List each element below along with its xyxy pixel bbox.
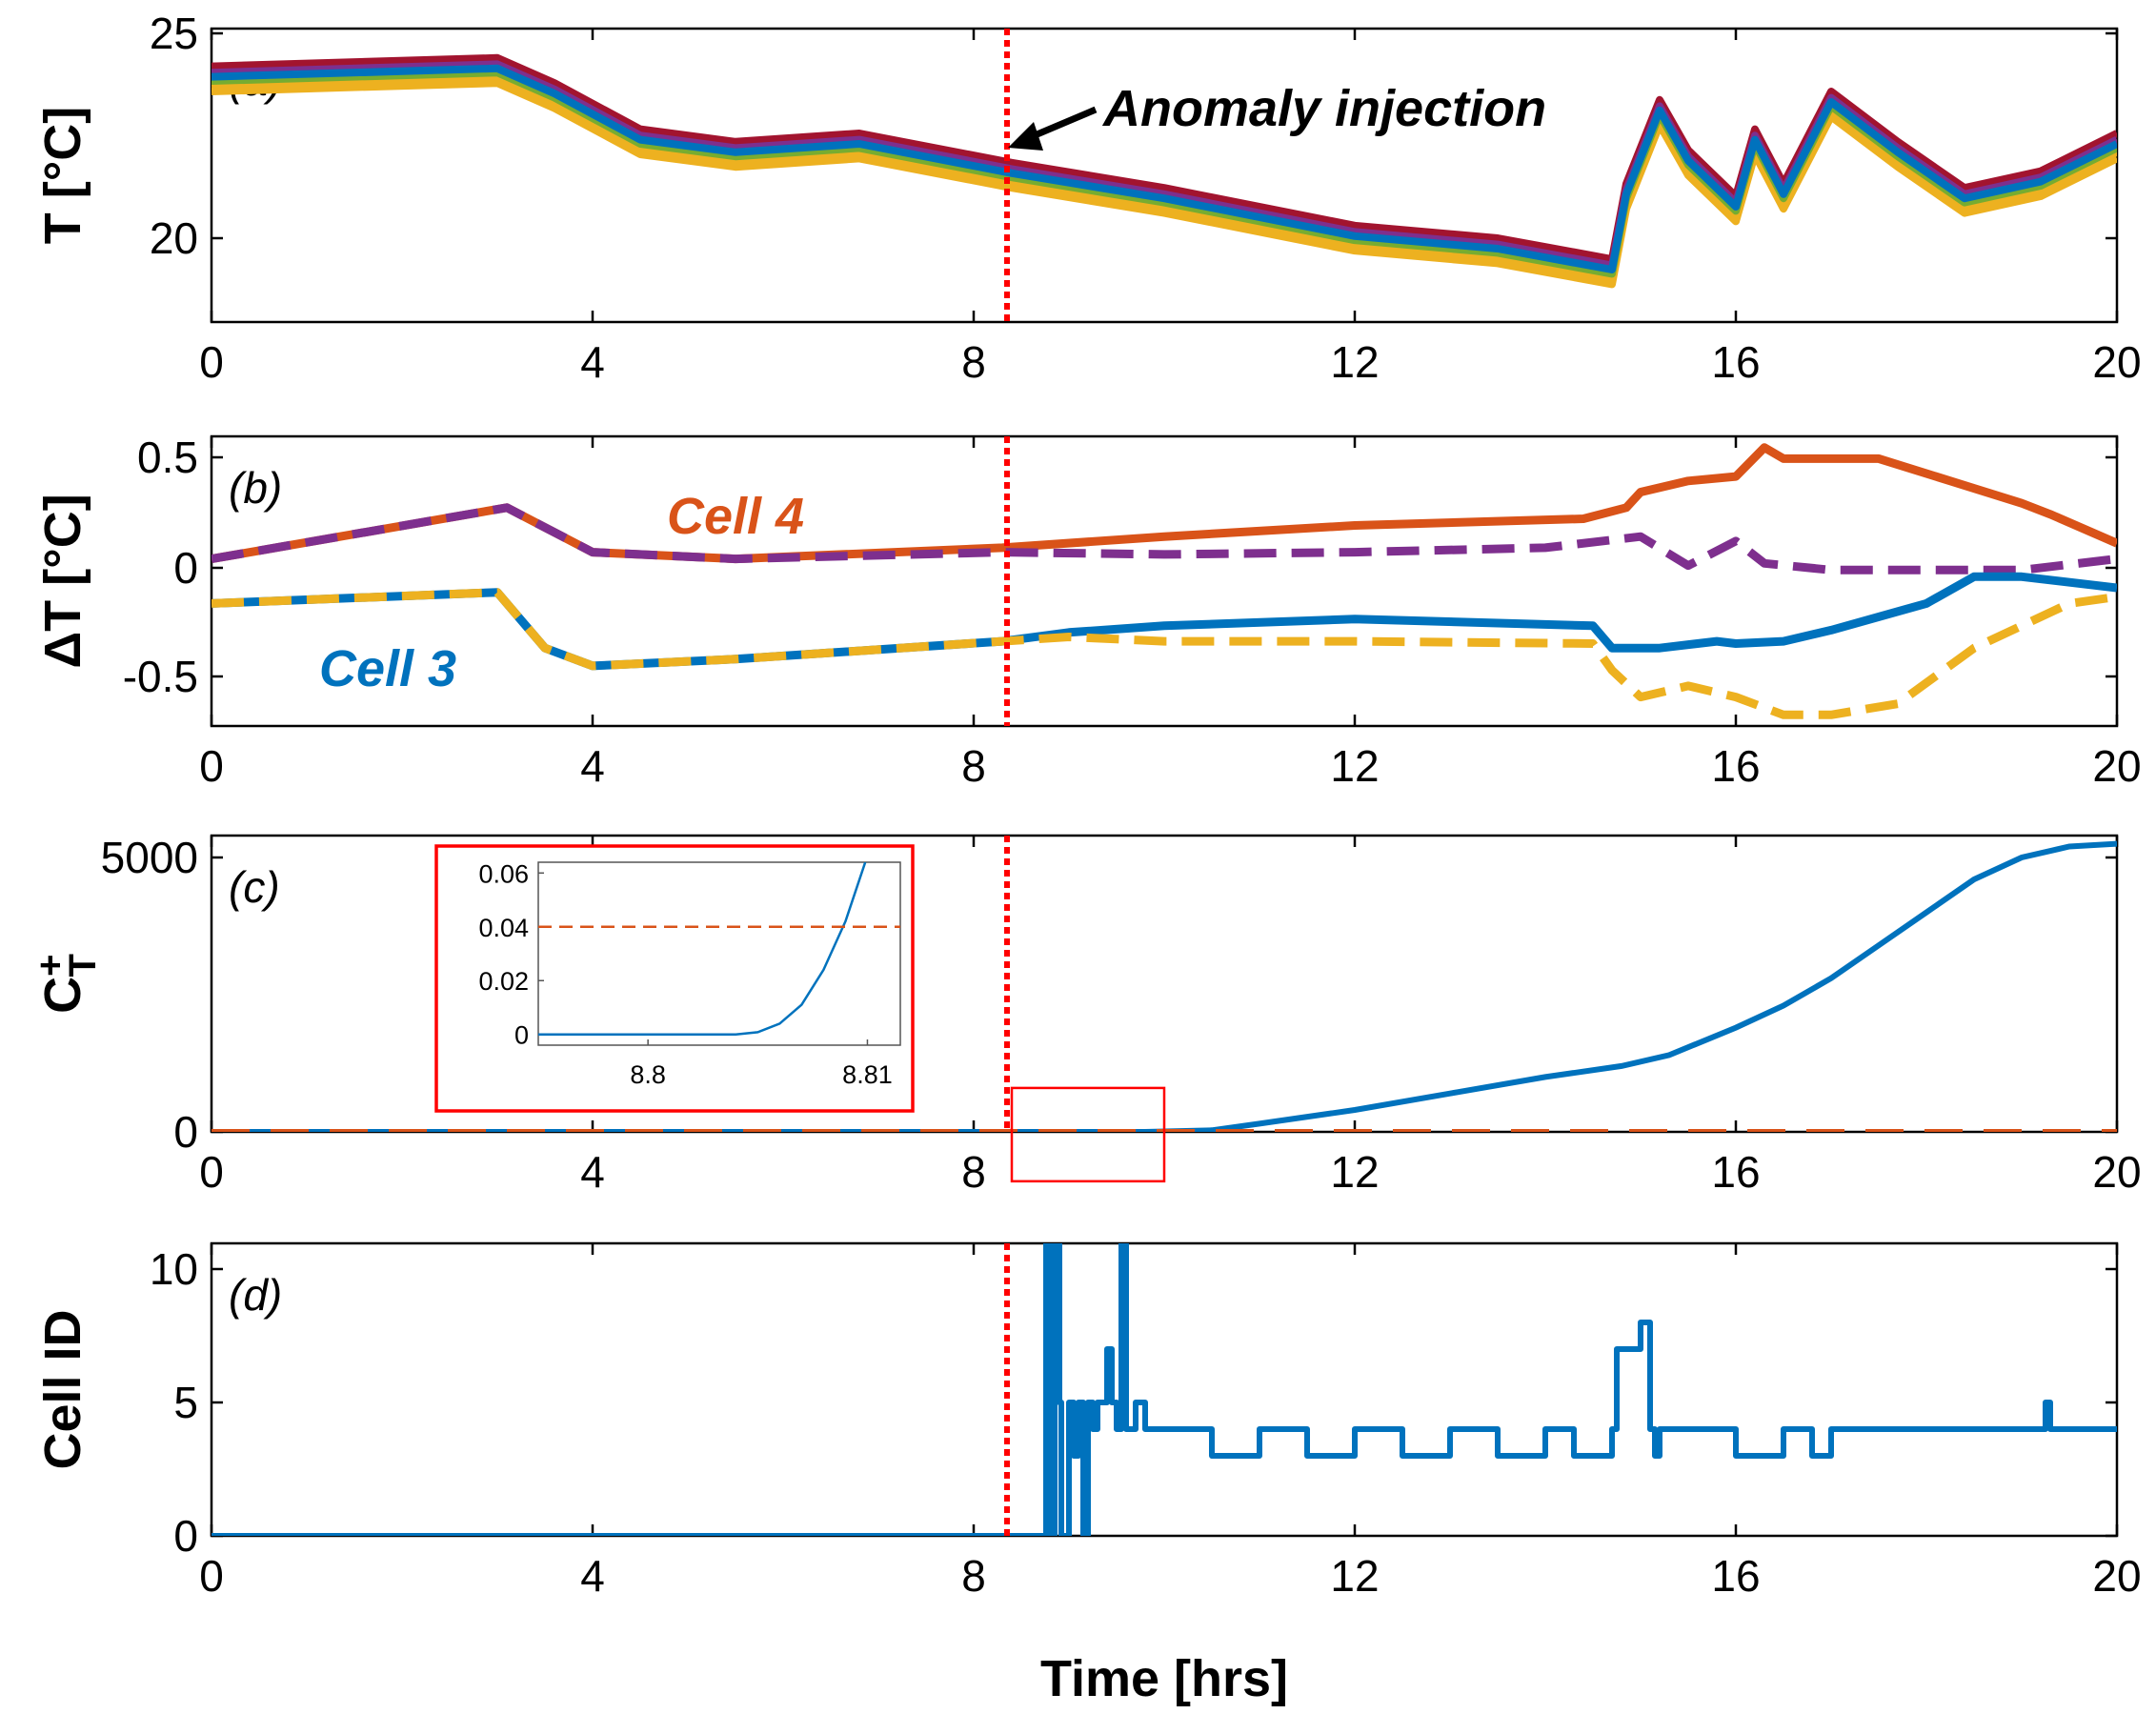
x-tick-label: 20 <box>2092 1147 2141 1197</box>
y-axis-label-b: ΔT [°C] <box>34 494 91 668</box>
temperature-line-7 <box>212 64 2117 273</box>
delta-t-line-cell-3-estimate <box>212 588 2117 719</box>
x-tick-label: 12 <box>1330 1551 1379 1601</box>
inset-y-tick-label: 0.02 <box>478 967 529 996</box>
panel-label-c: (c) <box>229 862 280 912</box>
inset-axes-frame <box>537 861 901 1046</box>
x-tick-label: 4 <box>580 741 605 791</box>
anomaly-injection-annotation: Anomaly injection <box>1101 80 1546 137</box>
inset-y-tick-label: 0 <box>514 1021 529 1050</box>
y-axis-label-d: Cell ID <box>34 1309 91 1469</box>
axes-d: 0 4 8 12 16 20 0 5 10 (d) <box>150 1241 2142 1601</box>
x-tick-label: 12 <box>1330 1147 1379 1197</box>
x-tick-label: 20 <box>2092 741 2141 791</box>
inset-frame <box>434 844 915 1113</box>
x-tick-label: 8 <box>961 1551 986 1601</box>
x-tick-label: 4 <box>580 1551 605 1601</box>
inset-lines <box>538 862 900 1036</box>
x-tick-label: 0 <box>199 1147 224 1197</box>
temperature-lines <box>212 53 2117 289</box>
delta-t-lines <box>212 443 2117 719</box>
y-tick-label: 5000 <box>101 833 198 882</box>
cell-id-line <box>212 1243 2117 1536</box>
delta-t-line-cell-4 <box>212 443 2117 564</box>
axes-c: 0 4 8 12 16 20 0 5000 (c) <box>101 833 2142 1197</box>
inset-axes: 8.8 8.81 0 0.02 0.04 0.06 <box>478 859 901 1089</box>
x-tick-label: 4 <box>580 1147 605 1197</box>
x-axis-label: Time [hrs] <box>1040 1650 1288 1707</box>
x-tick-label: 8 <box>961 1147 986 1197</box>
y-tick-label: 20 <box>150 213 198 263</box>
y-axis-label-c: C+T <box>30 954 104 1014</box>
y-tick-label: 0 <box>173 543 198 593</box>
x-tick-label: 20 <box>2092 1551 2141 1601</box>
inset-y-tick-label: 0.06 <box>478 859 529 888</box>
x-tick-label: 8 <box>961 337 986 387</box>
inset-y-tick-label: 0.04 <box>478 914 529 942</box>
x-tick-label: 4 <box>580 337 605 387</box>
panel-label-d: (d) <box>229 1270 282 1320</box>
x-tick-label: 16 <box>1711 741 1760 791</box>
y-tick-label: -0.5 <box>123 652 198 701</box>
y-tick-label: 0 <box>173 1511 198 1561</box>
cell-id-lines <box>212 1243 2117 1536</box>
annotation-arrow-head <box>1008 122 1043 151</box>
x-tick-label: 16 <box>1711 1551 1760 1601</box>
y-tick-label: 0 <box>173 1107 198 1157</box>
y-tick-label: 25 <box>150 9 198 58</box>
x-tick-label: 20 <box>2092 337 2141 387</box>
y-tick-label: 10 <box>150 1244 198 1294</box>
zoom-box <box>1010 1086 1166 1183</box>
y-tick-label: 5 <box>173 1378 198 1427</box>
axes-b: 0 4 8 12 16 20-0.500.5(b) <box>123 433 2142 791</box>
axes-frame-d <box>210 1241 2119 1538</box>
axes-frame-b <box>210 434 2119 728</box>
x-tick-label: 12 <box>1330 741 1379 791</box>
x-tick-label: 0 <box>199 337 224 387</box>
x-tick-label: 16 <box>1711 1147 1760 1197</box>
y-tick-label: 0.5 <box>137 433 198 482</box>
y-axis-label-a: T [°C] <box>34 107 91 245</box>
cell-3-label: Cell 3 <box>319 640 456 697</box>
inset-statistic-line <box>538 862 867 1036</box>
x-tick-label: 12 <box>1330 337 1379 387</box>
x-tick-label: 0 <box>199 741 224 791</box>
x-tick-label: 8 <box>961 741 986 791</box>
cusum-statistic-line <box>212 840 2117 1132</box>
inset-x-tick-label: 8.8 <box>630 1060 666 1089</box>
panel-label-b: (b) <box>229 463 282 513</box>
axes-frame-a <box>210 27 2119 324</box>
cell-4-label: Cell 4 <box>667 488 804 545</box>
delta-t-line-cell-4-estimate <box>212 503 2117 575</box>
inset-x-tick-label: 8.81 <box>842 1060 893 1089</box>
x-tick-label: 16 <box>1711 337 1760 387</box>
x-tick-label: 0 <box>199 1551 224 1601</box>
cusum-lines <box>212 840 2117 1132</box>
